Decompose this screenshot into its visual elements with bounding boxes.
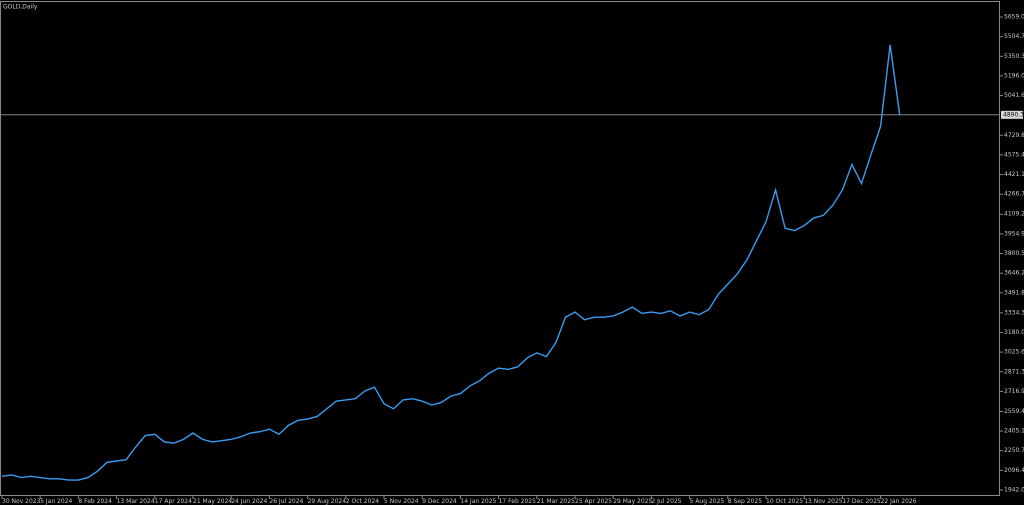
y-tick-label: 3646.20 <box>1004 270 1024 277</box>
y-tick-label: 4421.10 <box>1004 171 1024 178</box>
y-tick-label: 4266.75 <box>1004 191 1024 198</box>
x-tick-label: 29 Aug 2024 <box>308 498 347 505</box>
y-tick-label: 3180.00 <box>1004 329 1024 336</box>
current-price-label: 4890.34 <box>1003 111 1024 118</box>
x-tick-label: 17 Feb 2025 <box>499 498 537 505</box>
x-tick-label: 17 Apr 2024 <box>155 498 192 505</box>
plot-frame <box>0 1 1000 496</box>
y-tick-label: 3491.85 <box>1004 289 1024 296</box>
y-tick-label: 5659.05 <box>1004 14 1024 21</box>
y-tick-label: 4729.80 <box>1004 132 1024 139</box>
y-tick-label: 2871.30 <box>1004 368 1024 375</box>
y-tick-label: 5504.70 <box>1004 33 1024 40</box>
x-tick-label: 22 Jan 2026 <box>881 498 917 505</box>
x-tick-label: 13 Nov 2025 <box>804 498 843 505</box>
y-tick-label: 5041.65 <box>1004 92 1024 99</box>
y-tick-label: 4575.45 <box>1004 151 1024 158</box>
y-tick-label: 4109.25 <box>1004 211 1024 218</box>
y-tick-label: 2716.95 <box>1004 388 1024 395</box>
price-line <box>1 44 901 481</box>
x-tick-label: 5 Nov 2024 <box>384 498 419 505</box>
x-tick-label: 9 Dec 2024 <box>422 498 457 505</box>
x-tick-label: 5 Jan 2024 <box>40 498 72 505</box>
y-tick-label: 3025.65 <box>1004 349 1024 356</box>
y-tick-label: 2405.10 <box>1004 428 1024 435</box>
current-price-box <box>1001 110 1023 119</box>
x-tick-label: 30 Nov 2023 <box>2 498 41 505</box>
x-tick-label: 21 Mar 2025 <box>537 498 575 505</box>
x-tick-label: 24 Jun 2024 <box>231 498 267 505</box>
x-tick-label: 2 Oct 2024 <box>346 498 379 505</box>
x-tick-label: 21 May 2024 <box>193 498 232 505</box>
x-tick-label: 10 Oct 2025 <box>766 498 803 505</box>
chart-title: GOLD,Daily <box>3 4 38 11</box>
x-tick-label: 8 Feb 2024 <box>78 498 112 505</box>
y-tick-label: 3954.90 <box>1004 230 1024 237</box>
y-tick-label: 2096.40 <box>1004 467 1024 474</box>
x-tick-label: 29 May 2025 <box>613 498 652 505</box>
x-tick-label: 26 Jul 2024 <box>269 498 303 505</box>
x-tick-label: 5 Aug 2025 <box>690 498 725 505</box>
y-tick-label: 5350.35 <box>1004 53 1024 60</box>
y-tick-label: 3800.55 <box>1004 250 1024 257</box>
y-tick-label: 3334.35 <box>1004 309 1024 316</box>
x-tick-label: 8 Sep 2025 <box>728 498 762 505</box>
x-tick-label: 25 Apr 2025 <box>575 498 612 505</box>
y-tick-label: 5196.00 <box>1004 72 1024 79</box>
x-tick-label: 13 Mar 2024 <box>117 498 155 505</box>
x-tick-label: 14 Jan 2025 <box>460 498 496 505</box>
y-tick-label: 2559.45 <box>1004 408 1024 415</box>
x-tick-label: 2 Jul 2025 <box>651 498 681 505</box>
x-tick-label: 17 Dec 2025 <box>842 498 881 505</box>
y-tick-label: 1942.05 <box>1004 487 1024 494</box>
y-tick-label: 2250.75 <box>1004 447 1024 454</box>
